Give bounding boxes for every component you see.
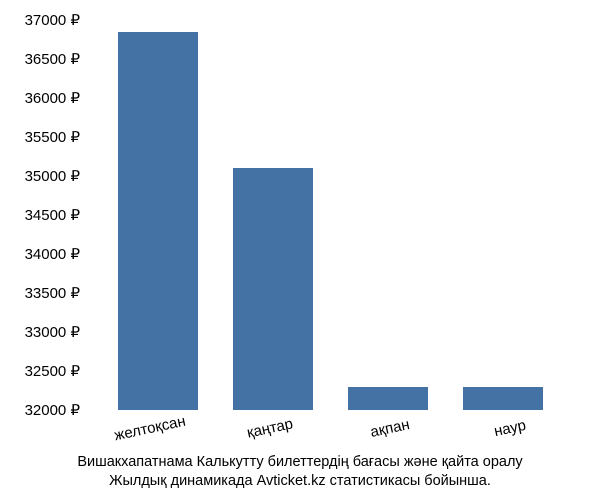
bar [463,387,543,410]
y-tick-label: 35500 ₽ [25,128,80,146]
x-tick-label: қаңтар [219,410,320,447]
caption-line-2: Жылдық динамикада Avticket.kz статистика… [109,473,491,489]
caption-line-1: Вишакхапатнама Калькутту билеттердің бағ… [77,454,522,470]
y-tick-label: 33000 ₽ [25,323,80,341]
y-tick-label: 35000 ₽ [25,167,80,185]
bar [233,168,313,410]
bar [118,32,198,410]
y-tick-label: 32500 ₽ [25,362,80,380]
x-tick-label: ақпан [339,410,440,447]
x-axis-labels: желтоқсанқаңтарақпаннаур [90,415,570,455]
bar [348,387,428,410]
bars-container [90,20,570,410]
chart-plot-area [90,20,570,410]
x-tick-label: наур [459,410,560,447]
y-tick-label: 34500 ₽ [25,206,80,224]
chart-caption: Вишакхапатнама Калькутту билеттердің бағ… [0,453,600,492]
y-tick-label: 36500 ₽ [25,50,80,68]
y-tick-label: 36000 ₽ [25,89,80,107]
y-tick-label: 32000 ₽ [25,401,80,419]
y-tick-label: 37000 ₽ [25,11,80,29]
x-tick-label: желтоқсан [99,410,200,447]
y-tick-label: 33500 ₽ [25,284,80,302]
y-tick-label: 34000 ₽ [25,245,80,263]
y-axis: 37000 ₽36500 ₽36000 ₽35500 ₽35000 ₽34500… [0,20,85,410]
